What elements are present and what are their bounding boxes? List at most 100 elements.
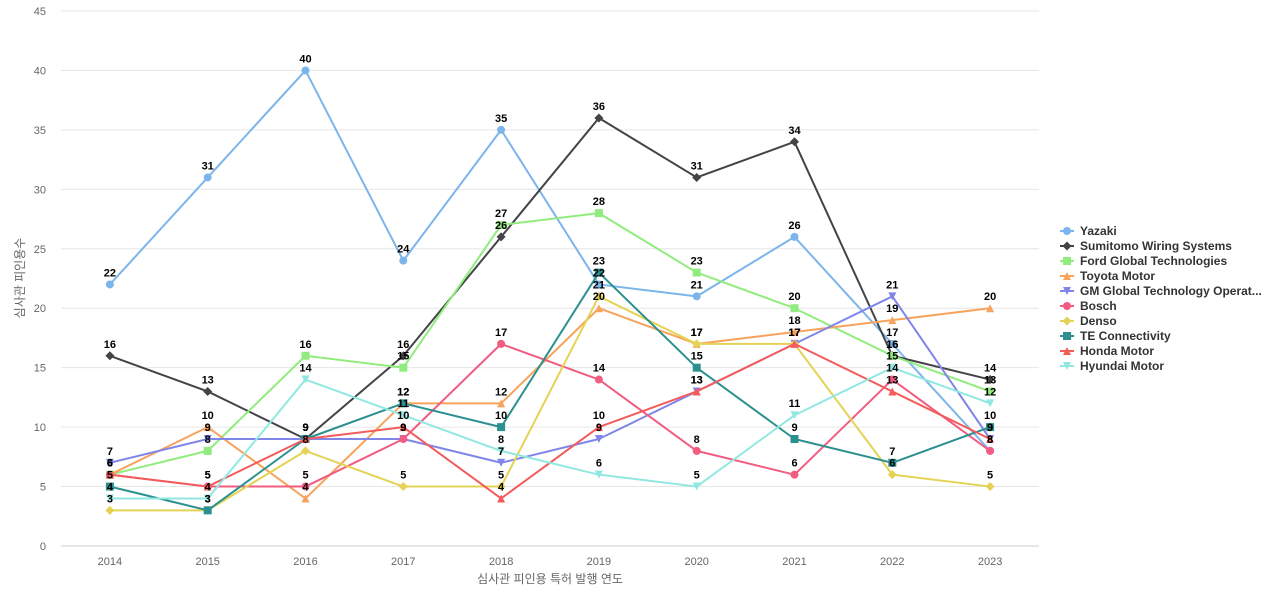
data-label: 15 [691,351,703,363]
data-label: 5 [987,470,993,482]
data-point [105,470,114,479]
data-label: 16 [104,339,116,351]
data-label: 9 [302,422,308,434]
data-label: 21 [691,279,703,291]
data-point [790,137,799,147]
legend-label: GM Global Technology Operat... [1080,284,1262,298]
data-label: 8 [498,434,504,446]
data-label: 11 [789,398,801,410]
data-label: 9 [205,422,211,434]
y-tick-label: 20 [34,303,46,315]
data-point [105,505,115,515]
data-point [888,351,897,360]
legend-item[interactable]: Honda Motor [1060,344,1154,358]
y-tick-label: 25 [34,244,46,256]
data-point [105,494,114,503]
data-point [301,482,310,491]
legend-item[interactable]: Denso [1060,314,1117,328]
data-label: 21 [886,279,898,291]
data-label: 4 [302,481,309,493]
data-point [888,316,897,325]
data-label: 17 [788,327,800,339]
data-label: 20 [593,291,605,303]
data-label: 15 [886,351,898,363]
data-label: 31 [691,160,703,172]
series-3 [105,304,995,503]
data-point [497,221,506,229]
data-point [203,446,212,455]
data-point [399,411,408,420]
legend-item[interactable]: Toyota Motor [1060,269,1155,283]
data-point [692,292,701,301]
data-label: 10 [984,410,996,422]
data-label: 26 [788,220,800,232]
data-label: 10 [593,410,605,422]
legend-item[interactable]: Ford Global Technologies [1060,254,1227,268]
series-line [108,342,992,488]
data-label: 9 [302,422,308,434]
data-label: 5 [205,470,211,482]
data-label: 13 [691,374,703,386]
data-point [692,268,701,277]
data-point [203,386,213,396]
data-point [594,470,603,479]
data-point [888,363,897,372]
data-label: 4 [107,481,114,493]
series-1 [105,113,995,444]
data-label: 3 [205,493,211,505]
series-line [108,69,992,452]
data-point [986,399,995,408]
series-line [108,271,992,512]
data-point [203,173,212,182]
data-label: 36 [593,101,605,113]
data-label: 26 [495,220,507,232]
data-point [497,423,506,432]
legend-item[interactable]: Sumitomo Wiring Systems [1060,239,1232,253]
data-point [496,482,506,492]
series-4 [105,292,995,467]
data-point [301,66,310,75]
series-7 [105,268,995,515]
legend-item[interactable]: Bosch [1060,299,1117,313]
x-tick-label: 2015 [195,556,219,568]
data-point [985,375,995,385]
data-label: 16 [397,339,409,351]
data-point [985,482,995,492]
data-point [301,435,310,443]
data-point [497,446,506,455]
legend-item[interactable]: Yazaki [1060,224,1117,238]
data-label: 6 [791,458,797,470]
legend-item[interactable]: GM Global Technology Operat... [1060,284,1262,298]
data-label: 9 [302,422,308,434]
data-point [497,494,506,503]
data-label: 12 [984,386,996,398]
legend-item[interactable]: Hyundai Motor [1060,359,1164,373]
data-label: 16 [886,339,898,351]
data-label: 8 [987,434,993,446]
legend-label: Ford Global Technologies [1080,254,1227,268]
legend-marker [1063,257,1071,265]
legend-label: TE Connectivity [1080,329,1171,343]
data-label: 9 [987,422,993,434]
y-tick-label: 30 [34,184,46,196]
data-point [692,339,702,349]
data-label: 5 [400,470,406,482]
data-point [105,351,115,361]
data-point [692,172,702,182]
series-5 [105,339,995,491]
data-point [594,280,603,289]
data-label: 7 [889,446,895,458]
legend-label: Hyundai Motor [1080,359,1164,373]
legend-item[interactable]: TE Connectivity [1060,329,1171,343]
data-point [790,328,799,336]
data-point [887,470,897,480]
data-labels: 2231402435222126178161391626363134161468… [104,53,997,505]
data-point [888,387,897,396]
data-point [594,209,603,218]
data-label: 3 [107,493,113,505]
data-label: 13 [691,374,703,386]
data-label: 12 [495,386,507,398]
data-label: 24 [397,244,410,256]
data-point [301,351,310,360]
